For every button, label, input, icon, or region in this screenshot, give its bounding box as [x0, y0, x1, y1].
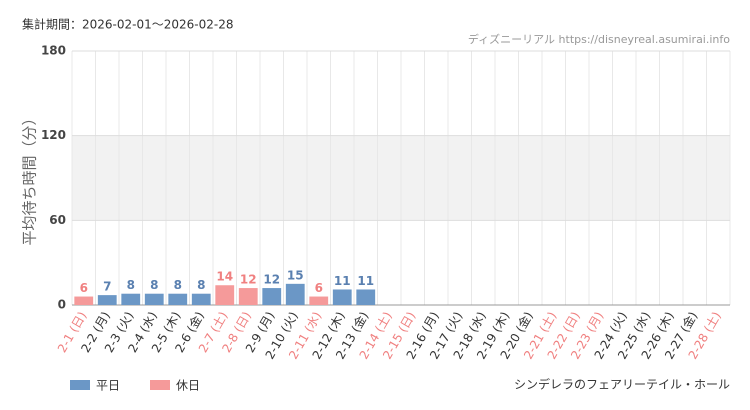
footer: シンデレラのフェアリーテイル・ホール [514, 377, 730, 392]
data-label: 11 [357, 274, 374, 288]
y-tick-label: 180 [41, 44, 66, 58]
data-label: 14 [216, 270, 233, 284]
data-label: 11 [334, 274, 351, 288]
y-tick-label: 120 [41, 128, 66, 142]
legend-label: 平日 [96, 379, 120, 393]
data-label: 6 [80, 281, 88, 295]
legend-swatch [150, 380, 170, 390]
data-label: 12 [263, 273, 280, 287]
data-label: 7 [103, 280, 111, 294]
bar [168, 293, 188, 305]
y-tick-label: 0 [58, 298, 66, 312]
bar [332, 289, 352, 305]
source: ディズニーリアル https://disneyreal.asumirai.inf… [468, 32, 730, 46]
data-label: 8 [127, 278, 135, 292]
data-label: 8 [174, 278, 182, 292]
bar [97, 295, 117, 305]
bar [309, 296, 329, 305]
bar [191, 293, 211, 305]
bar [262, 288, 282, 305]
bar [238, 288, 258, 305]
y-axis-label: 平均待ち時間（分） [21, 110, 39, 245]
data-label: 6 [315, 281, 323, 295]
bar [74, 296, 94, 305]
bar [144, 293, 164, 305]
y-tick-label: 60 [49, 213, 66, 227]
data-label: 8 [150, 278, 158, 292]
data-label: 8 [197, 278, 205, 292]
bar [356, 289, 376, 305]
legend-swatch [70, 380, 90, 390]
bar [285, 283, 305, 305]
bar [121, 293, 141, 305]
data-label: 15 [287, 268, 304, 282]
legend-label: 休日 [176, 379, 200, 393]
chart-title: 集計期間：2026-02-01〜2026-02-28 [22, 17, 233, 32]
data-label: 12 [240, 273, 257, 287]
bar [215, 285, 235, 305]
